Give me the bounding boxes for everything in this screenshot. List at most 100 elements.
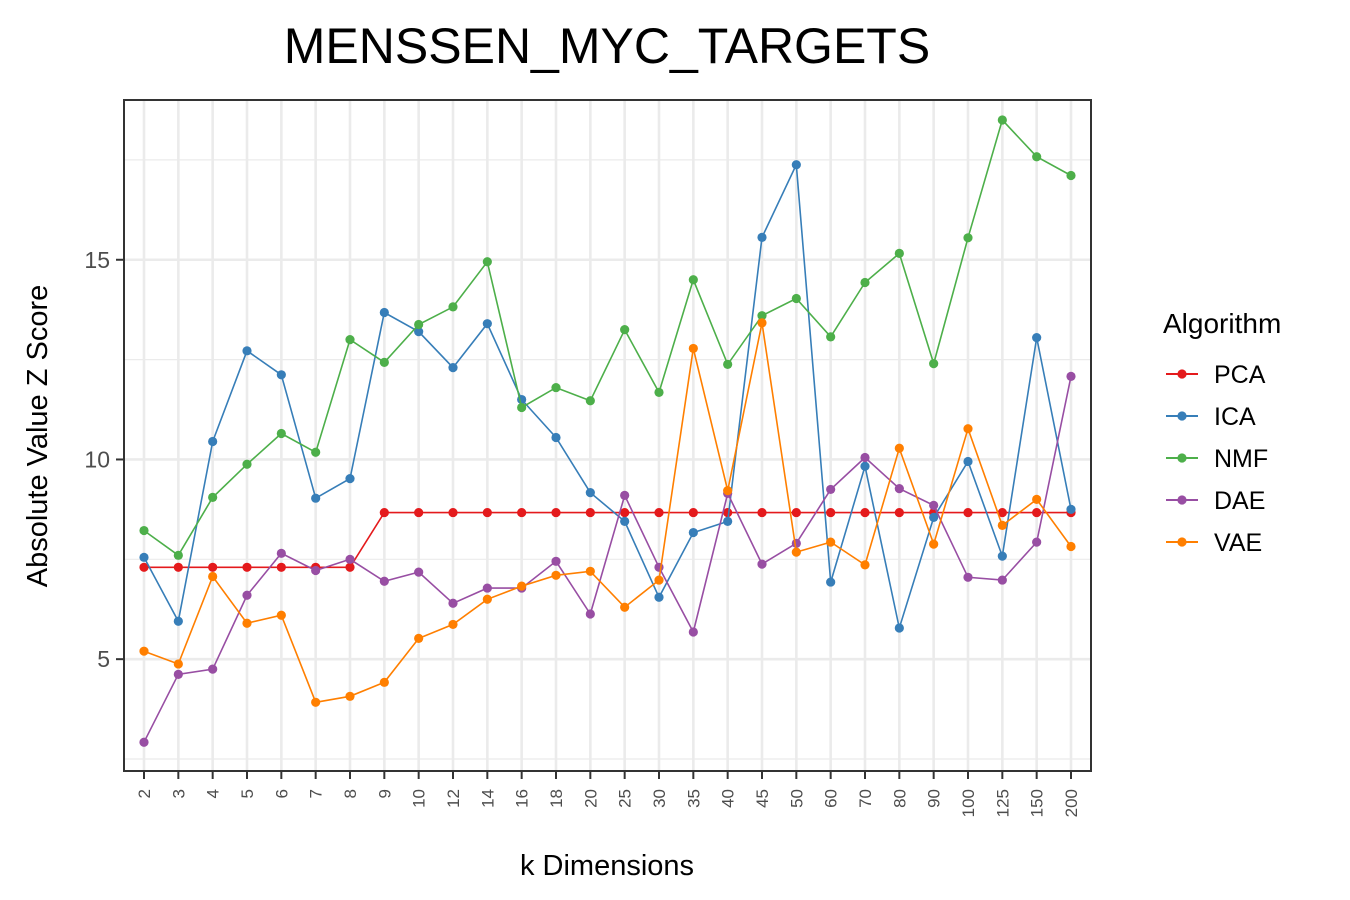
- data-point-ica: [997, 551, 1007, 561]
- chart-title: MENSSEN_MYC_TARGETS: [284, 18, 930, 74]
- x-tick-label: 60: [822, 789, 841, 808]
- data-point-nmf: [448, 302, 458, 312]
- y-tick-label: 10: [84, 446, 110, 472]
- y-tick-label: 15: [84, 247, 110, 273]
- data-point-ica: [860, 461, 870, 471]
- x-tick-label: 14: [478, 789, 497, 808]
- data-point-dae: [1032, 537, 1042, 547]
- x-tick-label: 12: [444, 789, 463, 808]
- data-point-pca: [585, 507, 595, 518]
- series-nmf: [139, 115, 1076, 560]
- data-point-ica: [173, 616, 183, 626]
- data-point-nmf: [173, 550, 183, 560]
- x-tick-label: 3: [169, 789, 188, 798]
- x-tick-label: 7: [307, 789, 326, 798]
- data-point-vae: [414, 633, 424, 643]
- data-point-dae: [654, 562, 664, 572]
- y-axis-title: Absolute Value Z Score: [22, 285, 54, 588]
- y-axis: 5 10 15: [84, 247, 124, 672]
- data-point-nmf: [311, 447, 321, 457]
- x-tick-label: 90: [925, 789, 944, 808]
- data-point-vae: [826, 537, 836, 547]
- x-tick-label: 5: [238, 789, 257, 798]
- x-tick-label: 150: [1028, 789, 1047, 817]
- data-point-ica: [1066, 504, 1076, 514]
- data-point-pca: [379, 507, 389, 518]
- data-point-ica: [688, 527, 698, 538]
- data-point-dae: [791, 538, 801, 548]
- series-ica: [139, 160, 1076, 633]
- data-point-nmf: [620, 325, 630, 335]
- legend-key-point: [1177, 453, 1187, 463]
- x-tick-label: 70: [856, 789, 875, 808]
- y-tick-label: 5: [97, 646, 110, 672]
- x-tick-label: 100: [959, 789, 978, 817]
- data-point-nmf: [894, 248, 904, 258]
- data-point-ica: [414, 327, 424, 337]
- data-point-vae: [894, 443, 904, 453]
- data-point-ica: [826, 577, 836, 587]
- series-line-ica: [143, 161, 1072, 632]
- x-tick-label: 125: [993, 789, 1012, 817]
- data-point-ica: [894, 623, 904, 633]
- series-pca: [139, 507, 1076, 572]
- series-layer: [139, 115, 1076, 747]
- x-axis: 2 3 4 5 6 7 8 9 10 12 14 16 18 20 25 30 35 40 45 50 60 70 80 90…: [135, 771, 1081, 817]
- legend-title: Algorithm: [1163, 308, 1281, 339]
- data-point-pca: [894, 507, 904, 518]
- series-dae: [139, 371, 1076, 747]
- data-point-nmf: [208, 492, 218, 503]
- data-point-vae: [482, 594, 492, 604]
- data-point-pca: [345, 562, 355, 572]
- x-tick-label: 8: [341, 789, 360, 798]
- data-point-pca: [173, 562, 183, 572]
- data-point-ica: [448, 363, 458, 373]
- data-point-pca: [620, 507, 630, 518]
- data-point-nmf: [379, 357, 389, 368]
- data-point-nmf: [1066, 170, 1076, 181]
- data-point-vae: [517, 581, 527, 591]
- legend-key-point: [1177, 537, 1187, 547]
- data-point-dae: [620, 490, 630, 501]
- data-point-ica: [723, 516, 733, 526]
- data-point-vae: [551, 570, 561, 580]
- data-point-dae: [242, 590, 252, 600]
- data-point-nmf: [860, 277, 870, 288]
- data-point-vae: [963, 424, 973, 434]
- data-point-pca: [448, 507, 458, 518]
- legend-item-dae: DAE: [1166, 487, 1265, 515]
- data-point-ica: [242, 346, 252, 356]
- x-tick-label: 18: [547, 789, 566, 808]
- data-point-vae: [929, 539, 939, 549]
- data-point-vae: [585, 566, 595, 576]
- data-point-vae: [379, 677, 389, 687]
- data-point-dae: [997, 575, 1007, 585]
- series-line-nmf: [143, 118, 1072, 557]
- data-point-dae: [208, 664, 218, 674]
- data-point-pca: [860, 507, 870, 518]
- data-point-vae: [173, 659, 183, 669]
- data-point-vae: [723, 486, 733, 496]
- legend-key-point: [1177, 411, 1187, 421]
- data-point-vae: [139, 646, 149, 656]
- data-point-nmf: [414, 319, 424, 330]
- x-tick-label: 2: [135, 789, 154, 798]
- data-point-nmf: [997, 115, 1007, 125]
- data-point-ica: [1032, 333, 1042, 343]
- data-point-vae: [242, 618, 252, 628]
- data-point-vae: [997, 520, 1007, 530]
- data-point-pca: [517, 507, 527, 518]
- data-point-ica: [139, 552, 149, 562]
- data-point-pca: [688, 507, 698, 518]
- x-tick-label: 16: [513, 789, 532, 808]
- data-point-dae: [311, 565, 321, 576]
- legend: Algorithm PCA ICA NMF DAE VAE: [1163, 308, 1281, 557]
- x-tick-label: 30: [650, 789, 669, 808]
- legend-item-ica: ICA: [1166, 403, 1256, 431]
- data-point-ica: [482, 319, 492, 329]
- data-point-ica: [276, 370, 286, 380]
- data-point-vae: [208, 571, 218, 582]
- data-point-pca: [791, 507, 801, 518]
- legend-item-vae: VAE: [1166, 529, 1262, 557]
- data-point-ica: [620, 516, 630, 526]
